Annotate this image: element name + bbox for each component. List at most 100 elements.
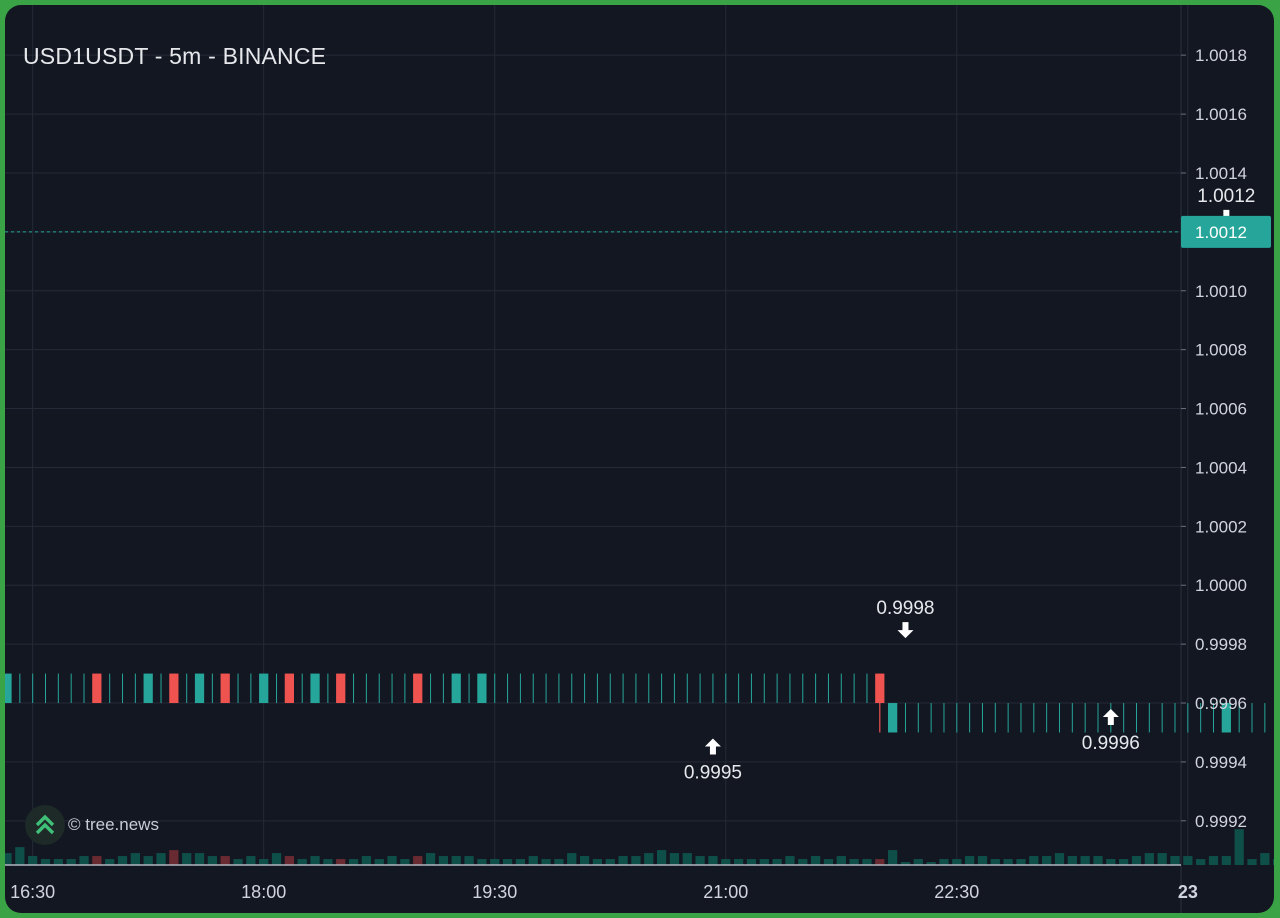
volume-bar <box>1003 859 1013 865</box>
volume-bar <box>53 859 63 865</box>
candle <box>413 673 423 704</box>
candle <box>336 673 346 704</box>
volume-bar <box>464 856 474 865</box>
volume-bar <box>1234 829 1244 865</box>
volume-bar <box>1016 859 1026 865</box>
y-tick-label: 0.9992 <box>1195 812 1247 831</box>
annotation-label: 0.9996 <box>1082 733 1140 754</box>
annotation-label: 0.9998 <box>876 598 934 619</box>
volume-bar <box>990 859 1000 865</box>
candle <box>259 673 269 704</box>
volume-bar <box>40 859 51 865</box>
annotation-low: 0.9995 <box>684 738 742 783</box>
x-tick-label: 21:00 <box>703 882 748 902</box>
y-tick-label: 0.9996 <box>1195 694 1247 713</box>
volume-bar <box>28 856 38 865</box>
volume-bar <box>220 856 230 865</box>
candle-body <box>413 673 423 704</box>
volume-bar <box>182 853 192 865</box>
volume-bar <box>502 859 513 865</box>
volume-bar <box>413 856 423 865</box>
volume-bar <box>1273 859 1274 865</box>
volume-bar <box>772 859 782 865</box>
arrow-down-icon <box>897 622 914 639</box>
volume-bar <box>323 859 333 865</box>
volume-bar <box>169 850 179 865</box>
volume-bar <box>1196 859 1206 865</box>
last-price-badge: 1.0012 <box>1181 215 1271 248</box>
candle <box>284 673 294 704</box>
volume-bar <box>541 859 551 865</box>
y-tick-label: 1.0010 <box>1195 282 1247 301</box>
annotations: 0.9995 0.9998 0.9996 1.0012 <box>684 186 1256 784</box>
volume-bar <box>246 856 256 865</box>
volume-bar <box>977 856 988 865</box>
volume-bar <box>515 859 526 865</box>
volume-bar <box>759 859 769 865</box>
watermark-text: © tree.news <box>68 815 159 834</box>
volume-bar <box>284 856 294 865</box>
y-tick-label: 0.9994 <box>1195 753 1247 772</box>
volume-bar <box>1067 856 1077 865</box>
candle <box>888 703 898 733</box>
volume-bar <box>926 862 936 865</box>
volume-bars <box>5 829 1274 865</box>
volume-bar <box>721 859 731 865</box>
volume-bar <box>644 853 654 865</box>
volume-bar <box>1054 853 1065 865</box>
volume-bar <box>862 859 872 865</box>
volume-bar <box>271 853 282 865</box>
y-tick-label: 1.0006 <box>1195 400 1247 419</box>
volume-bar <box>15 847 25 865</box>
candle-body <box>5 673 12 704</box>
volume-bar <box>836 856 846 865</box>
volume-bar <box>194 853 205 865</box>
volume-bar <box>425 853 436 865</box>
arrow-up-icon <box>704 738 721 755</box>
volume-bar <box>528 856 538 865</box>
volume-bar <box>310 856 320 865</box>
volume-bar <box>105 859 115 865</box>
x-tick-label: 18:00 <box>241 882 286 902</box>
candle-body <box>1221 703 1231 733</box>
y-tick-label: 1.0004 <box>1195 458 1247 477</box>
y-tick-label: 1.0018 <box>1195 46 1247 65</box>
candle-body <box>451 673 461 704</box>
volume-bar <box>1106 859 1116 865</box>
candle-body <box>194 673 205 704</box>
volume-bar <box>297 859 307 865</box>
volume-bar <box>733 859 744 865</box>
x-tick-label: 23 <box>1178 882 1198 902</box>
volume-bar <box>477 859 487 865</box>
y-tick-label: 1.0000 <box>1195 576 1247 595</box>
volume-bar <box>336 859 346 865</box>
volume-bar <box>567 853 577 865</box>
volume-bar <box>695 856 705 865</box>
volume-bar <box>682 853 692 865</box>
x-tick-label: 16:30 <box>10 882 55 902</box>
arrow-up-icon <box>1102 709 1119 726</box>
volume-bar <box>400 859 410 865</box>
candle-body <box>477 673 487 704</box>
volume-bar <box>823 859 834 865</box>
candle <box>451 673 461 704</box>
volume-bar <box>1131 856 1142 865</box>
volume-bar <box>798 859 808 865</box>
volume-bar <box>965 856 975 865</box>
volume-bar <box>554 859 564 865</box>
volume-bar <box>669 853 680 865</box>
y-tick-label: 1.0014 <box>1195 164 1247 183</box>
candle <box>220 673 230 704</box>
candle-body <box>336 673 346 704</box>
volume-bar <box>1093 856 1103 865</box>
volume-bar <box>1260 853 1270 865</box>
y-tick-label: 1.0008 <box>1195 341 1247 360</box>
annotation-low: 0.9996 <box>1082 709 1140 754</box>
volume-bar <box>490 859 500 865</box>
candle-body <box>284 673 294 704</box>
candle-body <box>310 673 320 704</box>
candle <box>310 673 320 704</box>
volume-bar <box>79 856 89 865</box>
candle <box>194 673 205 704</box>
